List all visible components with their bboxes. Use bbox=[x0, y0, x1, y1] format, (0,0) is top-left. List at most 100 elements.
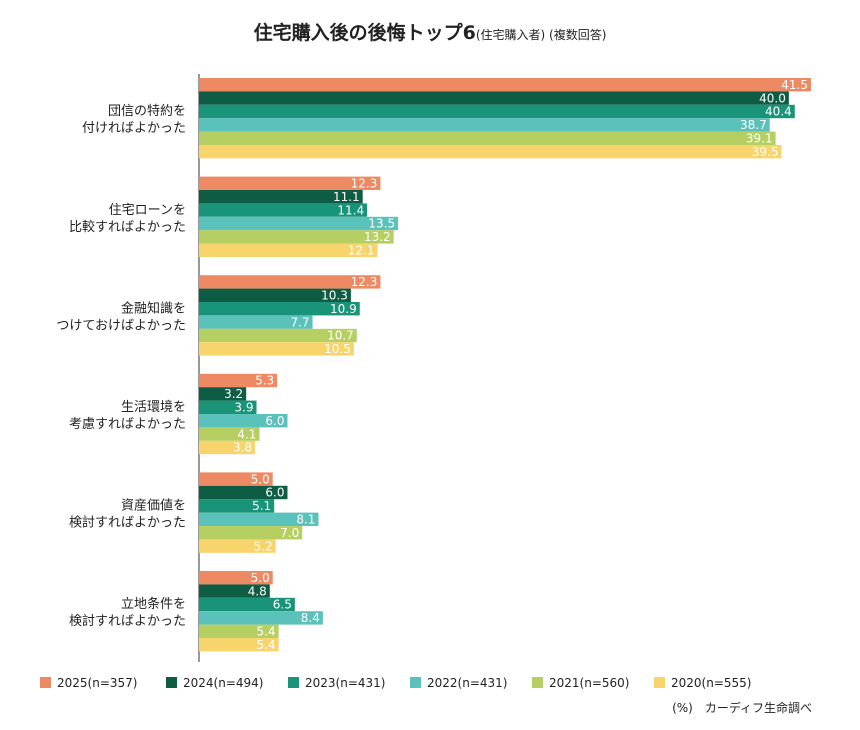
bar bbox=[199, 118, 770, 132]
bar-value-label: 8.4 bbox=[301, 611, 320, 625]
bar-value-label: 5.2 bbox=[254, 539, 273, 553]
category-label: 立地条件を bbox=[121, 596, 186, 612]
bar bbox=[199, 624, 279, 638]
bar bbox=[199, 145, 782, 159]
bar bbox=[199, 230, 394, 244]
category-label: 団信の特約を bbox=[108, 104, 186, 119]
legend: 2025(n=357) 2024(n=494) 2023(n=431) 2022(n=… bbox=[40, 676, 840, 694]
bar bbox=[199, 302, 360, 316]
category-label: 生活環境を bbox=[121, 400, 186, 415]
bar bbox=[199, 373, 278, 388]
bar bbox=[199, 485, 288, 500]
bar bbox=[199, 328, 357, 343]
bar bbox=[199, 104, 795, 119]
bar-value-label: 10.3 bbox=[321, 289, 348, 303]
legend-swatch bbox=[40, 677, 51, 688]
category-label: 付ければよかった bbox=[82, 121, 186, 136]
legend-label: 2020(n=555) bbox=[671, 676, 752, 690]
bar-value-label: 6.0 bbox=[265, 414, 284, 428]
bar-value-label: 12.1 bbox=[348, 244, 375, 258]
category-label: つけておけばよかった bbox=[56, 318, 186, 333]
legend-swatch bbox=[166, 677, 177, 688]
bar bbox=[199, 499, 275, 513]
bar-value-label: 4.1 bbox=[237, 427, 256, 441]
bar-value-label: 7.0 bbox=[280, 526, 299, 540]
bar bbox=[199, 414, 288, 428]
bar bbox=[199, 400, 257, 414]
bar bbox=[199, 131, 776, 145]
bar-value-label: 40.4 bbox=[765, 105, 792, 119]
bar bbox=[199, 539, 276, 553]
bar bbox=[199, 342, 354, 356]
bar-value-label: 11.4 bbox=[337, 203, 364, 217]
bar-value-label: 13.2 bbox=[364, 230, 391, 244]
category-label: 考慮すればよかった bbox=[69, 417, 186, 432]
bar bbox=[199, 427, 260, 441]
legend-item: 2025(n=357) bbox=[40, 676, 137, 690]
bar bbox=[199, 387, 247, 401]
bar bbox=[199, 611, 323, 625]
bar-value-label: 12.3 bbox=[351, 275, 378, 289]
bar bbox=[199, 571, 273, 585]
chart-title: 住宅購入後の後悔トップ6(住宅購入者) (複数回答) bbox=[0, 18, 860, 45]
bar-value-label: 5.0 bbox=[251, 571, 270, 585]
bar-value-label: 5.0 bbox=[251, 472, 270, 486]
category-label: 検討すればよかった bbox=[69, 613, 186, 629]
bar-value-label: 5.3 bbox=[255, 374, 274, 388]
bar bbox=[199, 91, 789, 105]
bar-value-label: 10.7 bbox=[327, 329, 354, 343]
bar bbox=[199, 638, 279, 652]
bar bbox=[199, 275, 381, 289]
bar-value-label: 38.7 bbox=[740, 118, 767, 132]
bar-value-label: 5.4 bbox=[257, 625, 276, 639]
bar-value-label: 12.3 bbox=[351, 177, 378, 191]
bar-value-label: 5.4 bbox=[257, 638, 276, 652]
category-label: 比較すればよかった bbox=[69, 220, 186, 235]
bar bbox=[199, 243, 378, 257]
legend-label: 2023(n=431) bbox=[305, 676, 386, 690]
bar-value-label: 39.1 bbox=[746, 132, 773, 146]
legend-label: 2022(n=431) bbox=[427, 676, 508, 690]
bar-value-label: 10.5 bbox=[324, 342, 351, 356]
legend-swatch bbox=[532, 677, 543, 688]
legend-swatch bbox=[288, 677, 299, 688]
legend-label: 2021(n=560) bbox=[549, 676, 630, 690]
bar bbox=[199, 440, 256, 455]
chart-title-sub: (住宅購入者) (複数回答) bbox=[475, 28, 607, 42]
legend-label: 2025(n=357) bbox=[57, 676, 138, 690]
bar-value-label: 3.2 bbox=[224, 387, 243, 401]
bar-value-label: 41.5 bbox=[781, 78, 808, 92]
bar-value-label: 6.0 bbox=[265, 486, 284, 500]
bar bbox=[199, 472, 273, 486]
bar-value-label: 39.5 bbox=[752, 145, 779, 159]
bar bbox=[199, 584, 270, 598]
bar bbox=[199, 78, 811, 92]
legend-swatch bbox=[654, 677, 665, 688]
bar bbox=[199, 315, 313, 329]
bar bbox=[199, 512, 319, 526]
bar bbox=[199, 176, 381, 190]
bar bbox=[199, 203, 368, 217]
bar bbox=[199, 216, 399, 231]
bar-value-label: 3.8 bbox=[233, 441, 252, 455]
bar-value-label: 40.0 bbox=[759, 91, 786, 105]
legend-item: 2023(n=431) bbox=[288, 676, 385, 690]
legend-item: 2021(n=560) bbox=[532, 676, 629, 690]
category-label: 検討すればよかった bbox=[69, 515, 186, 531]
category-label: 金融知識を bbox=[121, 300, 186, 316]
bar-value-label: 3.9 bbox=[234, 401, 253, 415]
legend-item: 2022(n=431) bbox=[410, 676, 507, 690]
legend-item: 2024(n=494) bbox=[166, 676, 263, 690]
bar-value-label: 11.1 bbox=[333, 190, 360, 204]
bar-value-label: 6.5 bbox=[273, 598, 292, 612]
bar-value-label: 13.5 bbox=[368, 217, 395, 231]
legend-swatch bbox=[410, 677, 421, 688]
bar bbox=[199, 597, 295, 612]
